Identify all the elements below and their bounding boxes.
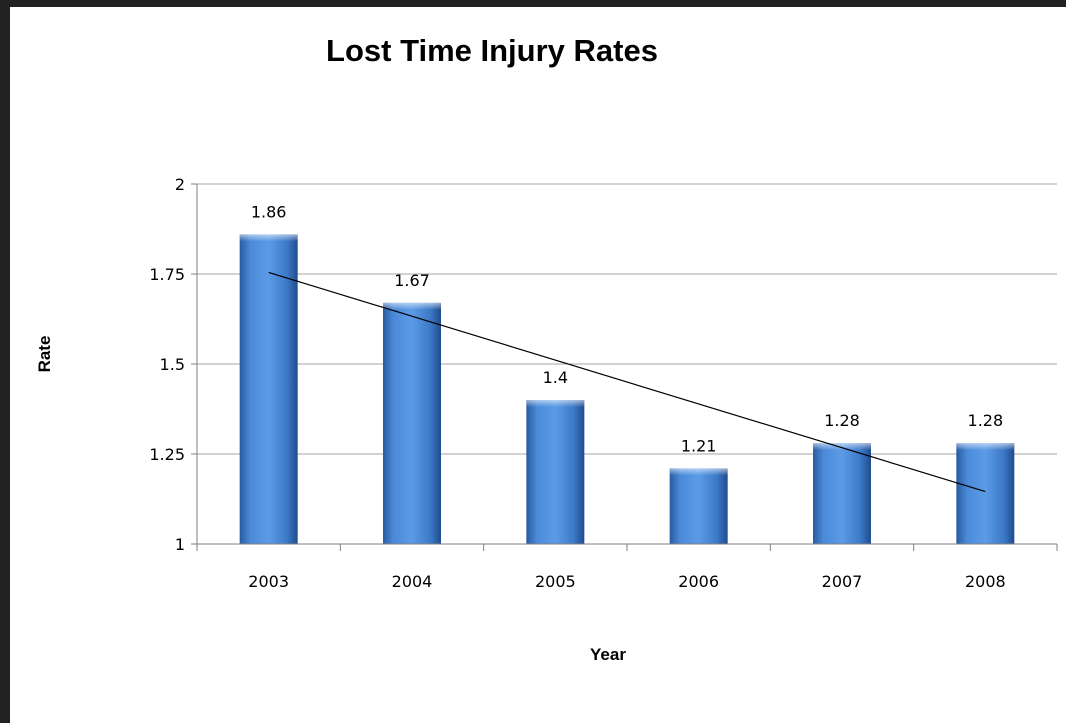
bar-highlight — [956, 443, 1015, 451]
bar-highlight — [239, 234, 298, 242]
bar-highlight — [383, 302, 441, 310]
y-tick-label: 1 — [175, 535, 185, 554]
data-label: 1.86 — [251, 202, 287, 221]
bar — [239, 234, 298, 544]
x-tick-label: 2004 — [392, 572, 433, 591]
x-tick-label: 2007 — [822, 572, 863, 591]
x-axis-ticks: 2003 2004 2005 2006 2007 2008 — [196, 544, 1058, 591]
x-tick-label: 2005 — [535, 572, 576, 591]
data-label: 1.21 — [681, 436, 717, 455]
bar-highlight — [813, 443, 871, 451]
bar-chart: Lost Time Injury Rates Rate Year 1 1.25 1.… — [35, 33, 1058, 664]
axes — [196, 184, 1057, 545]
trendline — [268, 271, 986, 493]
trendline-group — [268, 271, 986, 493]
y-axis-title: Rate — [35, 336, 54, 373]
chart-title: Lost Time Injury Rates — [326, 33, 658, 68]
bar — [813, 443, 871, 544]
bars — [239, 234, 1015, 544]
x-tick-label: 2008 — [965, 572, 1006, 591]
bar — [956, 443, 1015, 544]
x-tick-label: 2006 — [678, 572, 719, 591]
data-labels: 1.86 1.67 1.4 1.21 1.28 1.28 — [251, 202, 1003, 455]
data-label: 1.4 — [543, 368, 568, 387]
data-label: 1.67 — [394, 271, 430, 290]
y-tick-label: 1.5 — [160, 355, 185, 374]
y-tick-label: 2 — [175, 175, 185, 194]
chart-frame: Lost Time Injury Rates Rate Year 1 1.25 1.… — [10, 7, 1066, 723]
y-tick-label: 1.75 — [149, 265, 185, 284]
bar-highlight — [526, 400, 585, 407]
x-axis-title: Year — [590, 645, 626, 664]
bar — [669, 468, 728, 544]
bar-highlight — [669, 468, 728, 476]
data-label: 1.28 — [824, 411, 860, 430]
y-tick-label: 1.25 — [149, 445, 185, 464]
x-tick-label: 2003 — [248, 572, 289, 591]
bar — [526, 400, 585, 544]
y-axis-ticks: 1 1.25 1.5 1.75 2 — [149, 175, 197, 554]
bar — [383, 302, 441, 544]
gridlines — [197, 183, 1057, 455]
data-label: 1.28 — [968, 411, 1004, 430]
